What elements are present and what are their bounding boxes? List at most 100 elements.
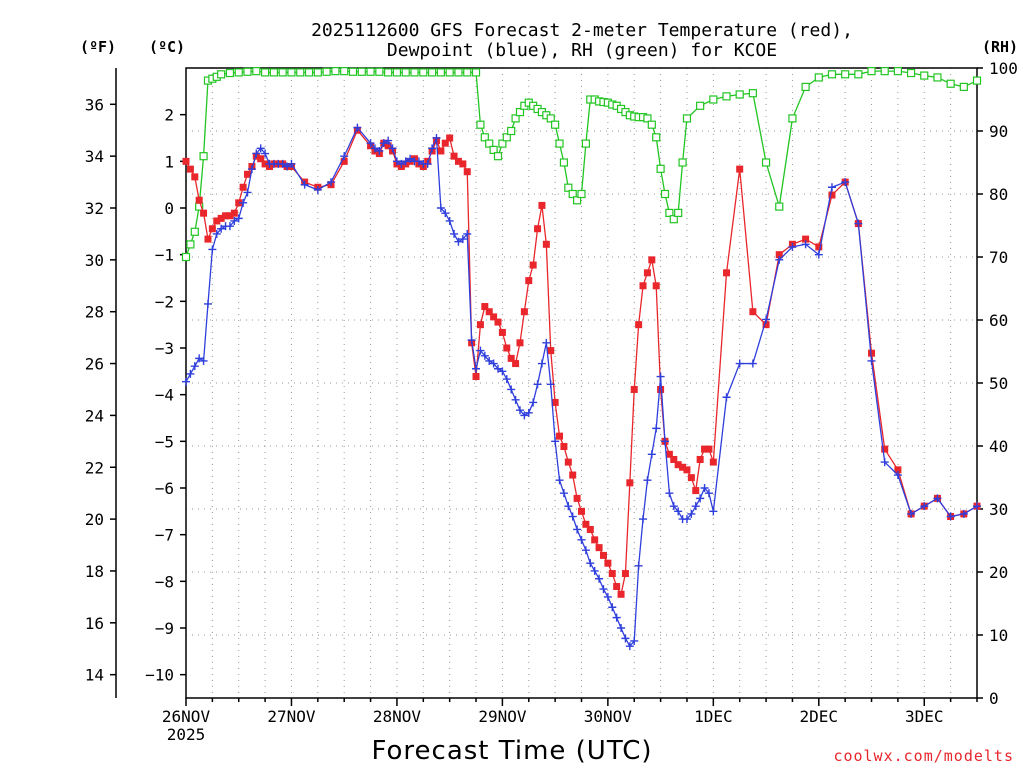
- rh-tick-label: 20: [989, 563, 1008, 582]
- rh-marker: [427, 68, 437, 77]
- dewpoint-marker: [735, 359, 744, 368]
- dewpoint-marker: [217, 224, 226, 233]
- f-tick-label: 16: [85, 614, 104, 633]
- dewpoint-marker: [370, 144, 379, 153]
- f-tick-label: 14: [85, 666, 104, 685]
- temperature-marker: [709, 458, 717, 466]
- dewpoint-marker: [933, 494, 942, 503]
- rh-marker: [234, 68, 243, 77]
- dewpoint-marker: [660, 437, 669, 446]
- dewpoint-marker: [480, 351, 489, 360]
- temperature-marker: [525, 277, 533, 285]
- dewpoint-marker: [511, 395, 520, 404]
- rh-marker: [678, 158, 687, 167]
- temperature-marker: [512, 360, 520, 368]
- dewpoint-marker: [366, 139, 375, 148]
- dewpoint-marker: [973, 502, 981, 511]
- dewpoint-marker: [283, 162, 292, 171]
- rh-marker: [252, 67, 261, 76]
- dewpoint-marker: [406, 154, 415, 163]
- dewpoint-marker: [827, 183, 836, 192]
- rh-tick-label: 100: [989, 59, 1018, 78]
- temperature-marker: [463, 168, 471, 176]
- rh-marker: [893, 67, 903, 76]
- rh-marker: [696, 101, 705, 110]
- dewpoint-series: [182, 123, 981, 651]
- dewpoint-marker: [441, 209, 450, 218]
- dewpoint-marker: [256, 144, 265, 153]
- dewpoint-marker: [621, 634, 630, 643]
- f-tick-label: 34: [85, 147, 104, 166]
- dewpoint-marker: [841, 178, 850, 187]
- dewpoint-marker: [247, 165, 256, 174]
- c-tick-label: 1: [164, 152, 174, 171]
- dewpoint-marker: [225, 222, 234, 231]
- dewpoint-marker: [634, 561, 643, 570]
- dewpoint-marker: [414, 157, 423, 166]
- rh-marker: [880, 67, 889, 76]
- rh-marker: [261, 68, 270, 77]
- rh-marker: [419, 68, 428, 77]
- temperature-marker: [696, 455, 704, 463]
- rh-marker: [366, 67, 375, 76]
- dewpoint-marker: [559, 489, 568, 498]
- temperature-marker: [762, 321, 770, 329]
- temperature-marker: [494, 318, 502, 326]
- dewpoint-marker: [278, 159, 287, 168]
- temperature-marker: [613, 583, 621, 591]
- f-tick-label: 26: [85, 355, 104, 374]
- rh-marker: [357, 67, 366, 76]
- rh-tick-label: 50: [989, 374, 1008, 393]
- x-tick-sublabel: 2025: [167, 725, 206, 744]
- temperature-marker: [687, 474, 695, 482]
- temperature-marker: [894, 466, 902, 474]
- rh-marker: [665, 208, 674, 217]
- dewpoint-marker: [788, 242, 797, 251]
- temperature-marker: [340, 157, 348, 165]
- temperature-marker: [222, 212, 230, 220]
- grid: [186, 68, 977, 698]
- dewpoint-marker: [691, 502, 700, 511]
- dewpoint-marker: [630, 636, 639, 645]
- rh-marker: [331, 67, 340, 76]
- temperature-marker: [665, 450, 673, 458]
- dewpoint-marker: [397, 159, 406, 168]
- rh-marker: [761, 158, 771, 167]
- temperature-marker: [828, 191, 836, 199]
- rh-marker: [322, 67, 331, 76]
- title: 2025112600 GFS Forecast 2-meter Temperat…: [311, 20, 853, 61]
- title-line-1: 2025112600 GFS Forecast 2-meter Temperat…: [311, 20, 853, 41]
- dewpoint-marker: [581, 546, 590, 555]
- dewpoint-marker: [625, 642, 634, 651]
- temperature-marker: [476, 321, 484, 329]
- dewpoint-marker: [595, 574, 604, 583]
- rh-marker: [709, 95, 718, 104]
- temperature-marker: [454, 157, 462, 165]
- dewpoint-marker: [696, 494, 705, 503]
- axes: 141618202224262830323436−10−9−8−7−6−5−4−…: [85, 59, 1018, 744]
- rh-marker: [748, 89, 757, 98]
- dewpoint-marker: [494, 364, 503, 373]
- dewpoint-marker: [568, 512, 577, 521]
- rh-marker: [660, 189, 670, 199]
- dewpoint-marker: [515, 406, 524, 415]
- rh-marker: [946, 79, 955, 88]
- temperature-marker: [635, 321, 643, 329]
- temperature-marker: [542, 240, 550, 248]
- rh-marker: [507, 126, 516, 136]
- x-tick-label: 1DEC: [694, 707, 733, 726]
- dewpoint-marker: [401, 157, 410, 166]
- dewpoint-marker: [300, 180, 309, 189]
- dewpoint-marker: [546, 380, 555, 389]
- rh-tick-label: 40: [989, 437, 1008, 456]
- dewpoint-marker: [287, 159, 296, 168]
- dewpoint-marker: [893, 471, 902, 480]
- rh-marker: [313, 68, 322, 77]
- rh-marker: [471, 68, 481, 77]
- dewpoint-marker: [234, 214, 243, 223]
- temperature-marker: [679, 463, 687, 471]
- f-tick-label: 30: [85, 251, 104, 270]
- rh-marker: [559, 158, 569, 167]
- temperature-marker: [490, 313, 498, 321]
- dewpoint-marker: [529, 398, 538, 407]
